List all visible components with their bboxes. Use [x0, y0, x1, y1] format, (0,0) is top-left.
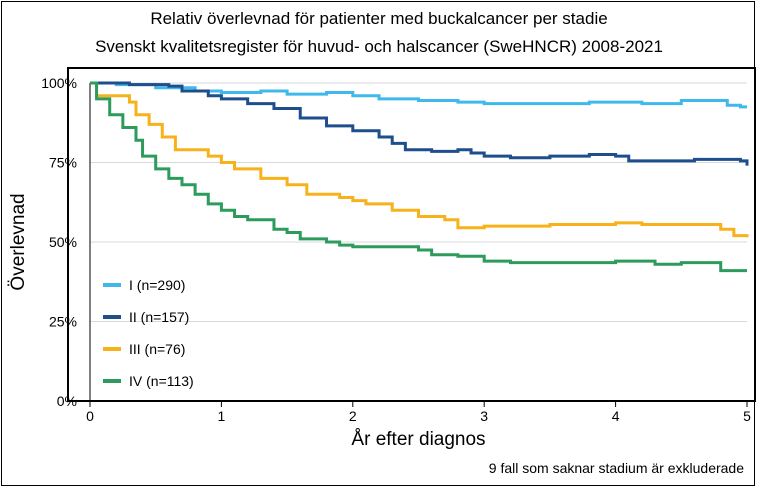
x-tick-label: 1: [218, 408, 226, 424]
y-tick-label: 75%: [49, 155, 77, 171]
x-tick-label: 4: [612, 408, 620, 424]
y-tick-label: 25%: [49, 314, 77, 330]
x-axis-ticks: 0 1 2 3 4 5: [86, 401, 751, 424]
x-tick-label: 3: [480, 408, 488, 424]
legend-label: I (n=290): [129, 277, 185, 293]
legend-label: III (n=76): [129, 341, 185, 357]
legend: I (n=290) II (n=157) III (n=76) IV (n=113): [103, 277, 194, 389]
y-tick-label: 50%: [49, 234, 77, 250]
chart-title: Relativ överlevnad för patienter med buc…: [150, 9, 608, 28]
legend-label: II (n=157): [129, 309, 189, 325]
plot-area-border: [67, 67, 756, 402]
y-tick-label: 100%: [41, 75, 77, 91]
legend-label: IV (n=113): [129, 373, 194, 389]
series-line: [90, 81, 747, 109]
exclusion-note: 9 fall som saknar stadium är exkluderade: [488, 460, 744, 476]
x-axis-title: År efter diagnos: [351, 429, 485, 450]
series-line: [90, 81, 749, 166]
x-tick-label: 5: [743, 408, 751, 424]
series-line: [90, 81, 747, 273]
gridlines: [89, 82, 747, 402]
x-tick-label: 0: [86, 408, 94, 424]
series-lines: [90, 81, 749, 273]
x-tick-label: 2: [349, 408, 357, 424]
y-axis-ticks: 0% 25% 50% 75% 100%: [41, 75, 77, 409]
chart-subtitle: Svenskt kvalitetsregister för huvud- och…: [95, 37, 663, 56]
y-axis-title: Överlevnad: [8, 193, 29, 290]
series-line: [90, 81, 749, 238]
y-tick-label: 0%: [57, 393, 77, 409]
